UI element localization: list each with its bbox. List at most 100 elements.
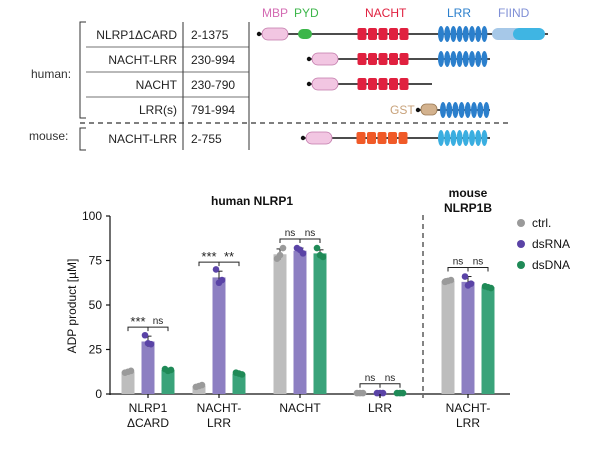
x-tick-label: NACHT- (197, 401, 242, 415)
n-terminus-dot (306, 81, 312, 87)
nacht-segment (378, 53, 388, 65)
significance-label: ns (285, 228, 296, 239)
construct-range: 791-994 (191, 103, 235, 117)
bar-dsdna (481, 287, 495, 394)
significance-label: ns (473, 257, 484, 268)
lrr-repeat (438, 130, 444, 146)
significance-label: ns (365, 373, 376, 384)
lrr-repeat (446, 102, 453, 118)
data-point (313, 244, 321, 252)
lrr-repeat (469, 130, 475, 146)
construct-name: NACHT-LRR (108, 53, 177, 67)
data-point (235, 370, 243, 377)
data-point (215, 279, 223, 287)
lrr-repeat (456, 130, 463, 146)
bar-ctrl (121, 371, 135, 394)
x-tick-label: LRR (368, 401, 392, 415)
bars (121, 244, 495, 397)
legend-marker (517, 261, 525, 269)
y-tick-label: 0 (95, 387, 102, 401)
nacht-segment (357, 78, 367, 90)
fiind-domain-b (513, 28, 545, 40)
domain-label-lrr: LRR (447, 6, 471, 20)
lrr-repeat (444, 130, 451, 146)
n-terminus-dot (415, 107, 421, 113)
bar-ctrl (192, 385, 206, 394)
lrr-repeat (475, 130, 482, 146)
nacht-segment (367, 132, 376, 144)
data-point (464, 282, 472, 289)
pyd-domain (298, 29, 312, 39)
n-terminus-dot (256, 31, 262, 37)
construct-range: 230-994 (191, 53, 235, 67)
data-point (356, 389, 364, 397)
legend-label: dsDNA (532, 258, 570, 272)
construct-range: 2-755 (191, 132, 222, 146)
lrr-repeat (469, 51, 475, 67)
significance-label: ns (305, 228, 316, 239)
lrr-repeat (481, 130, 488, 146)
domain-label-pyd: PYD (294, 6, 319, 20)
lrr-domain (438, 51, 488, 67)
construct-name: NACHT (136, 78, 178, 92)
lrr-repeat (481, 51, 488, 67)
y-axis-label: ADP product [µM] (65, 259, 79, 354)
nacht-segment (368, 78, 377, 90)
construct-schematic: human: mouse: NLRP1ΔCARD 2-1375 NACHT-LR… (29, 6, 548, 151)
data-point (144, 339, 152, 347)
lrr-repeat (469, 26, 475, 42)
lrr-repeat (483, 102, 490, 118)
bar-dsrna (461, 281, 475, 394)
lrr-domain (438, 130, 488, 146)
bar-ctrl (273, 254, 287, 394)
bar-dsrna (141, 341, 155, 394)
significance-label: ns (153, 316, 164, 327)
nacht-segment (399, 78, 409, 90)
nacht-segment (378, 28, 388, 40)
significance-label: ns (453, 257, 464, 268)
nacht-segment (357, 28, 367, 40)
lrr-repeat (471, 102, 477, 118)
lrr-repeat (452, 102, 459, 118)
significance-label: ** (224, 249, 234, 264)
y-tick-label: 50 (89, 298, 103, 312)
bar-dsdna (232, 373, 246, 394)
domain-label-fiind: FIIND (498, 6, 530, 20)
lrr-repeat (475, 26, 482, 42)
bar-ctrl (441, 280, 455, 394)
construct-row-nacht-lrr (306, 51, 490, 67)
lrr-repeat (456, 26, 463, 42)
lrr-domain (438, 26, 488, 42)
data-point (279, 244, 287, 252)
significance-label: ns (385, 373, 396, 384)
legend-marker (517, 240, 525, 248)
data-point (461, 273, 469, 280)
legend: ctrl. dsRNA dsDNA (517, 216, 570, 272)
bar-dsdna (313, 253, 327, 394)
data-point (164, 367, 172, 375)
lrr-repeat (477, 102, 484, 118)
lrr-repeat (444, 51, 451, 67)
domain-label-nacht: NACHT (365, 6, 407, 20)
chart-title-mouse-line1: mouse (449, 186, 488, 200)
nacht-segment (389, 53, 398, 65)
lrr-repeat (475, 51, 482, 67)
nacht-domain (357, 53, 409, 65)
human-bracket (79, 21, 86, 119)
lrr-repeat (458, 102, 465, 118)
y-tick-label: 75 (89, 254, 103, 268)
significance-label: *** (201, 249, 216, 264)
lrr-repeat (440, 102, 446, 118)
data-point (316, 251, 324, 259)
lrr-repeat (464, 102, 471, 118)
domain-label-mbp: MBP (262, 6, 288, 20)
construct-row-lrrs: GST (390, 102, 490, 118)
nacht-segment (356, 132, 366, 144)
construct-name: NLRP1ΔCARD (96, 28, 177, 42)
lrr-repeat (438, 26, 444, 42)
legend-label: dsRNA (532, 237, 570, 251)
lrr-repeat (481, 26, 488, 42)
mbp-domain (305, 131, 333, 145)
construct-name: LRR(s) (139, 103, 177, 117)
adp-bar-chart: human NLRP1 mouse NLRP1B ADP product [µM… (65, 186, 570, 430)
